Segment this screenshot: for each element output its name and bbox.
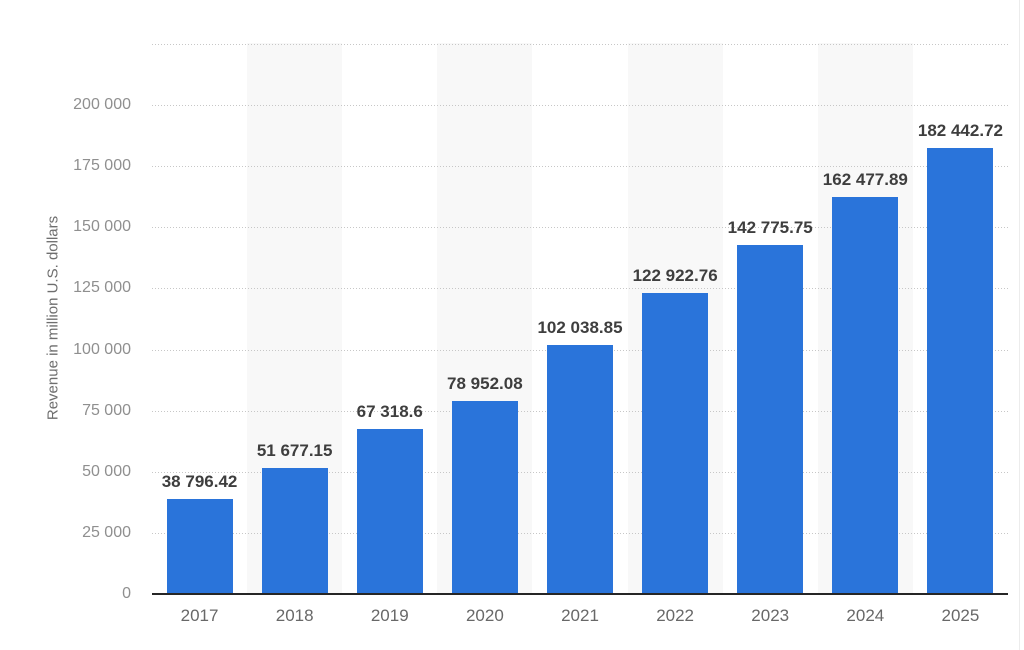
y-tick-label-50000: 50 000: [82, 462, 131, 480]
y-axis-title: Revenue in million U.S. dollars: [44, 215, 62, 421]
bar-2025[interactable]: [927, 147, 994, 594]
widget-right-border: [1019, 0, 1020, 650]
gridline-150000: [152, 227, 1008, 229]
x-tick-label-2024: 2024: [846, 606, 885, 625]
bar-2019[interactable]: [356, 429, 423, 594]
x-tick-label-2019: 2019: [370, 606, 409, 625]
value-label-2024: 162 477.89: [822, 169, 908, 189]
y-tick-label-200000: 200 000: [73, 96, 131, 113]
bar-2020[interactable]: [451, 400, 518, 594]
bar-2017[interactable]: [166, 499, 233, 594]
y-tick-label-0: 0: [122, 585, 131, 602]
x-tick-label-2017: 2017: [180, 606, 219, 625]
gridline-125000: [152, 288, 1008, 290]
value-label-2023: 142 775.75: [727, 217, 813, 237]
gridline-175000: [152, 166, 1008, 168]
bar-2024[interactable]: [832, 196, 899, 594]
gridline-225000: [152, 43, 1008, 45]
x-axis-line: [152, 593, 1008, 595]
x-tick-label-2021: 2021: [561, 606, 599, 625]
bar-2023[interactable]: [737, 244, 804, 594]
value-label-2021: 102 038.85: [537, 317, 623, 337]
x-tick-label-2022: 2022: [656, 606, 695, 625]
value-label-2018: 51 677.15: [256, 440, 333, 460]
value-label-2025: 182 442.72: [917, 120, 1003, 140]
x-tick-label-2018: 2018: [275, 606, 314, 625]
x-tick-label-2025: 2025: [941, 606, 980, 625]
y-tick-label-150000: 150 000: [73, 218, 131, 236]
y-tick-label-100000: 100 000: [73, 340, 131, 358]
y-tick-label-25000: 25 000: [82, 523, 131, 541]
plot-area: 38 796.42 51 677.15 67 318.6 78 952.08 102 0…: [152, 42, 1008, 594]
value-label-2020: 78 952.08: [447, 373, 523, 393]
gridline-200000: [152, 105, 1008, 106]
y-tick-label-125000: 125 000: [73, 279, 131, 297]
value-label-2019: 67 318.6: [356, 402, 423, 422]
bar-2022[interactable]: [642, 293, 709, 594]
x-tick-label-2023: 2023: [751, 606, 790, 625]
value-label-2017: 38 796.42: [161, 472, 238, 492]
bar-2018[interactable]: [261, 467, 328, 594]
y-tick-label-175000: 175 000: [73, 157, 131, 175]
bar-2021[interactable]: [547, 344, 613, 594]
x-tick-label-2020: 2020: [465, 606, 504, 625]
value-label-2022: 122 922.76: [632, 266, 718, 286]
y-tick-label-75000: 75 000: [82, 401, 131, 419]
